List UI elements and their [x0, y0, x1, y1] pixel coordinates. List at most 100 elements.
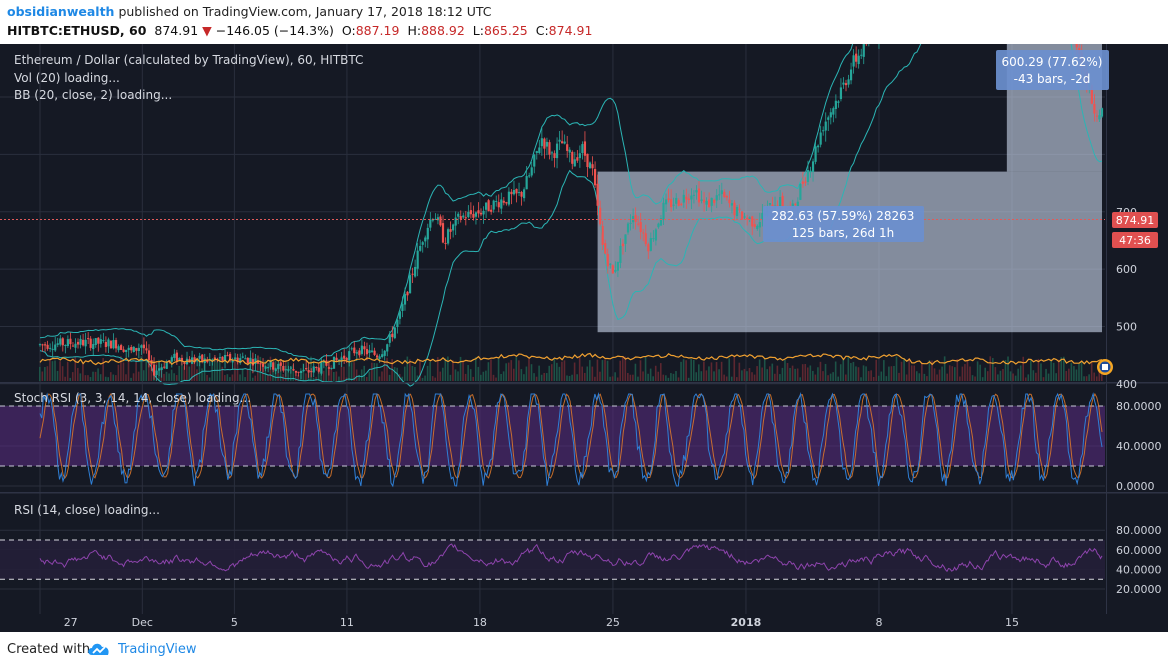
candle — [695, 185, 698, 200]
bollinger-indicator-label[interactable]: BB (20, close, 2) loading... — [14, 88, 172, 102]
countdown-tag-text: 47:36 — [1119, 234, 1151, 247]
volume-bar — [120, 356, 122, 381]
volume-bar — [665, 375, 667, 381]
volume-bar — [857, 367, 860, 381]
candle — [634, 207, 637, 230]
volume-bar — [142, 370, 145, 381]
volume-bar — [434, 377, 436, 381]
main-pane-title: Ethereum / Dollar (calculated by Trading… — [14, 53, 363, 67]
candle — [827, 115, 830, 132]
volume-bar — [690, 358, 692, 381]
volume-bar — [196, 369, 198, 381]
candle — [337, 359, 341, 366]
volume-indicator-label[interactable]: Vol (20) loading... — [14, 71, 120, 85]
volume-bar — [1045, 368, 1047, 381]
time-tick-label: 2018 — [731, 616, 762, 629]
candle — [226, 351, 229, 357]
candle — [135, 347, 138, 356]
candle — [87, 332, 90, 345]
volume-bar — [591, 366, 594, 381]
volume-bar — [576, 374, 578, 381]
volume-bar — [606, 360, 609, 381]
volume-bar — [561, 361, 563, 381]
candle — [814, 141, 817, 165]
created-with-text: Created with — [7, 642, 91, 657]
volume-bar — [936, 374, 938, 381]
volume-bar — [981, 377, 984, 381]
volume-bar — [918, 373, 921, 381]
last-price-tag-text: 874.91 — [1116, 214, 1155, 227]
candle — [452, 223, 455, 238]
volume-bar — [903, 358, 905, 381]
volume-bar — [865, 366, 867, 381]
volume-bar — [703, 361, 705, 381]
bollinger-upper — [39, 44, 854, 361]
volume-bar — [168, 373, 170, 381]
candle — [317, 363, 320, 374]
candle — [654, 228, 658, 246]
candle — [586, 153, 589, 178]
volume-bar — [566, 375, 568, 381]
candle — [738, 204, 741, 213]
candle — [482, 206, 485, 224]
candle — [664, 193, 668, 212]
volume-bar — [401, 376, 404, 381]
candle — [459, 210, 462, 223]
candle — [680, 202, 683, 206]
author-link[interactable]: obsidianwealth — [7, 4, 115, 19]
candle — [644, 224, 647, 247]
candle — [61, 337, 64, 352]
candle — [299, 370, 303, 379]
volume-bar — [333, 371, 335, 381]
volume-bar — [1040, 363, 1042, 381]
candle — [282, 360, 285, 373]
candle — [277, 360, 280, 374]
candle — [804, 177, 807, 187]
volume-bar — [976, 361, 979, 381]
candle — [497, 194, 500, 213]
volume-bar — [837, 376, 840, 381]
candle — [267, 363, 270, 373]
chart-badge-icon[interactable] — [1097, 359, 1113, 375]
candle — [424, 235, 427, 248]
tradingview-link[interactable]: TradingView — [118, 642, 197, 657]
volume-bar — [338, 376, 340, 381]
stoch-rsi-label[interactable]: Stoch RSI (3, 3, 14, 14, close) loading.… — [14, 391, 251, 405]
candle — [469, 202, 472, 219]
volume-bar — [1088, 374, 1090, 381]
rsi-label[interactable]: RSI (14, close) loading... — [14, 503, 160, 517]
candle — [811, 158, 815, 182]
volume-bar — [393, 367, 396, 381]
volume-bar — [639, 360, 642, 381]
volume-bar — [822, 371, 824, 381]
rsi-band — [0, 539, 1105, 580]
candle — [718, 184, 721, 200]
volume-bar — [127, 360, 130, 381]
volume-bar — [753, 374, 756, 381]
volume-bar — [799, 377, 801, 381]
candle — [49, 343, 52, 353]
volume-bar — [583, 372, 586, 381]
candle — [492, 199, 495, 213]
volume-bar — [1032, 370, 1035, 381]
pane-dividers — [0, 44, 1168, 614]
volume-bar — [343, 366, 345, 381]
candle — [657, 222, 660, 229]
time-tick-label: 5 — [231, 616, 238, 629]
candle — [71, 341, 75, 347]
candle — [74, 338, 77, 353]
volume-bar — [360, 369, 363, 381]
volume-bar — [621, 356, 624, 381]
candle — [213, 354, 216, 362]
candle — [652, 230, 655, 242]
volume-bar — [692, 359, 695, 381]
volume-bar — [824, 363, 827, 381]
chart-canvas[interactable]: 400500600700100011001200130014000.000040… — [0, 44, 1168, 632]
volume-bar — [986, 371, 989, 381]
volume-bar — [556, 362, 558, 381]
candle — [740, 211, 744, 220]
volume-bar — [365, 376, 368, 381]
volume-bar — [839, 364, 842, 381]
candle — [261, 358, 265, 373]
volume-bar — [984, 367, 987, 381]
